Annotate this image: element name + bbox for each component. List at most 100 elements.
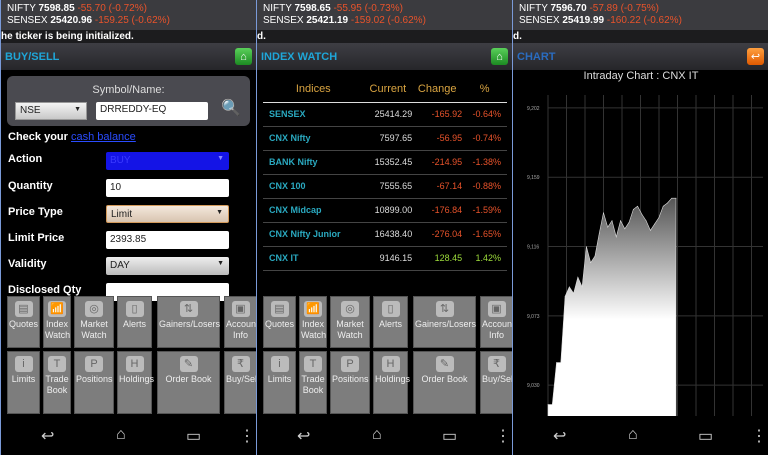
percent-change: -0.74%	[462, 126, 507, 151]
menu-tile-index-watch[interactable]: 📶 Index Watch	[299, 296, 327, 348]
overflow-menu-icon[interactable]: ⋮	[239, 428, 255, 445]
table-row[interactable]: CNX IT 9146.15 128.45 1.42%	[263, 246, 507, 271]
menu-tile-index-watch[interactable]: 📶 Index Watch	[43, 296, 71, 348]
menu-tile-trade-book[interactable]: T Trade Book	[299, 351, 327, 414]
menu-tile-positions[interactable]: P Positions	[74, 351, 114, 414]
overflow-menu-icon[interactable]: ⋮	[495, 428, 511, 445]
data-point	[564, 296, 566, 297]
menu-tile-trade-book[interactable]: T Trade Book	[43, 351, 71, 414]
menu-tile-holdings[interactable]: H Holdings	[117, 351, 154, 414]
home-icon[interactable]: ⌂	[372, 426, 382, 443]
menu-tile-positions[interactable]: P Positions	[330, 351, 370, 414]
menu-tile-market-watch[interactable]: ◎ Market Watch	[330, 296, 370, 348]
menu-tile-quotes[interactable]: ▤ Quotes	[7, 296, 40, 348]
menu-tile-account-info[interactable]: ▣ Account Info	[480, 296, 512, 348]
action-label: Action	[8, 153, 43, 165]
menu-icon: P	[341, 356, 359, 372]
symbol-input[interactable]: DRREDDY-EQ	[96, 102, 208, 120]
limit-price-input[interactable]: 2393.85	[106, 231, 229, 249]
menu-icon: ◎	[341, 301, 359, 317]
quantity-input[interactable]: 10	[106, 179, 229, 197]
menu-label: Limits	[11, 374, 36, 384]
menu-tile-order-book[interactable]: ✎ Order Book	[413, 351, 476, 414]
recent-apps-icon[interactable]: ▭	[442, 428, 458, 445]
symbol-box: Symbol/Name: NSE ▼ DRREDDY-EQ 🔍	[7, 76, 250, 126]
menu-tile-alerts[interactable]: ▯ Alerts	[373, 296, 408, 348]
menu-label: Positions	[332, 374, 369, 384]
nifty-value: 7598.85	[38, 3, 75, 14]
cash-balance-link[interactable]: cash balance	[70, 131, 136, 143]
disclosed-qty-label: Disclosed Qty	[8, 284, 82, 296]
limit-price-label: Limit Price	[8, 232, 65, 244]
nav-bar: ↩ ⌂ ▭ ⋮	[257, 416, 512, 455]
change-value: -67.14	[412, 174, 463, 199]
menu-tile-alerts[interactable]: ▯ Alerts	[117, 296, 152, 348]
menu-tile-order-book[interactable]: ✎ Order Book	[157, 351, 220, 414]
menu-label: Positions	[76, 374, 113, 384]
exchange-select[interactable]: NSE ▼	[15, 102, 87, 120]
price-type-value: Limit	[111, 209, 133, 220]
cash-balance-row: Check your cash balance	[8, 131, 136, 143]
menu-tile-buy-sell[interactable]: ₹ Buy/Sell	[224, 351, 256, 414]
back-icon[interactable]: ↩	[297, 428, 311, 445]
recent-apps-icon[interactable]: ▭	[698, 428, 714, 445]
menu-icon: P	[85, 356, 103, 372]
data-point	[624, 228, 626, 230]
table-row[interactable]: SENSEX 25414.29 -165.92 -0.64%	[263, 102, 507, 127]
menu-tile-quotes[interactable]: ▤ Quotes	[263, 296, 296, 348]
quantity-label: Quantity	[8, 180, 53, 192]
home-icon[interactable]: ⌂	[628, 426, 638, 443]
validity-value: DAY	[110, 260, 130, 271]
sensex-label: SENSEX	[519, 15, 560, 26]
index-name: BANK Nifty	[263, 150, 364, 175]
overflow-menu-icon[interactable]: ⋮	[751, 428, 767, 445]
menu-tile-holdings[interactable]: H Holdings	[373, 351, 410, 414]
page-title: INDEX WATCH	[261, 50, 338, 63]
action-select[interactable]: BUY ▼	[106, 152, 229, 170]
price-type-select[interactable]: Limit ▼	[106, 205, 229, 223]
menu-icon: 📶	[304, 301, 322, 317]
menu-icon: ⇅	[435, 301, 454, 317]
validity-label: Validity	[8, 258, 47, 270]
validity-select[interactable]: DAY ▼	[106, 257, 229, 275]
data-point	[611, 220, 613, 222]
menu-icon: ▣	[487, 301, 506, 317]
menu-label: Buy/Sell	[482, 374, 512, 384]
table-row[interactable]: CNX Nifty Junior 16438.40 -276.04 -1.65%	[263, 222, 507, 247]
sensex-change: -160.22 (-0.62%)	[606, 15, 682, 26]
menu-label: Market Watch	[80, 319, 108, 340]
sensex-label: SENSEX	[263, 15, 304, 26]
table-row[interactable]: BANK Nifty 15352.45 -214.95 -1.38%	[263, 150, 507, 175]
menu-label: Alerts	[378, 319, 402, 329]
home-icon[interactable]: ⌂	[116, 426, 126, 443]
menu-label: Limits	[267, 374, 292, 384]
home-icon[interactable]: ⌂	[491, 48, 508, 65]
price-type-label: Price Type	[8, 206, 63, 218]
data-point	[650, 230, 651, 231]
menu-tile-account-info[interactable]: ▣ Account Info	[224, 296, 256, 348]
index-name: CNX Nifty Junior	[263, 222, 364, 247]
home-icon[interactable]: ⌂	[235, 48, 252, 65]
table-row[interactable]: CNX Midcap 10899.00 -176.84 -1.59%	[263, 198, 507, 223]
menu-tile-gainers-losers[interactable]: ⇅ Gainers/Losers	[157, 296, 220, 348]
table-row[interactable]: CNX Nifty 7597.65 -56.95 -0.74%	[263, 126, 507, 151]
title-bar: BUY/SELL ⌂	[1, 43, 256, 70]
menu-label: Gainers/Losers	[159, 319, 221, 329]
search-icon[interactable]: 🔍	[221, 100, 241, 117]
menu-tile-limits[interactable]: i Limits	[7, 351, 40, 414]
menu-icon: H	[125, 356, 144, 372]
menu-tile-gainers-losers[interactable]: ⇅ Gainers/Losers	[413, 296, 476, 348]
menu-icon: H	[381, 356, 400, 372]
back-icon[interactable]: ↩	[41, 428, 55, 445]
menu-icon: i	[270, 356, 289, 372]
back-icon[interactable]: ↩	[553, 428, 567, 445]
table-row[interactable]: CNX 100 7555.65 -67.14 -0.88%	[263, 174, 507, 199]
menu-tile-buy-sell[interactable]: ₹ Buy/Sell	[480, 351, 512, 414]
menu-icon: ▤	[14, 301, 33, 317]
menu-tile-limits[interactable]: i Limits	[263, 351, 296, 414]
data-point	[594, 255, 596, 257]
percent-change: 1.42%	[462, 246, 507, 271]
menu-tile-market-watch[interactable]: ◎ Market Watch	[74, 296, 114, 348]
recent-apps-icon[interactable]: ▭	[186, 428, 202, 445]
back-icon[interactable]: ↩	[747, 48, 764, 65]
